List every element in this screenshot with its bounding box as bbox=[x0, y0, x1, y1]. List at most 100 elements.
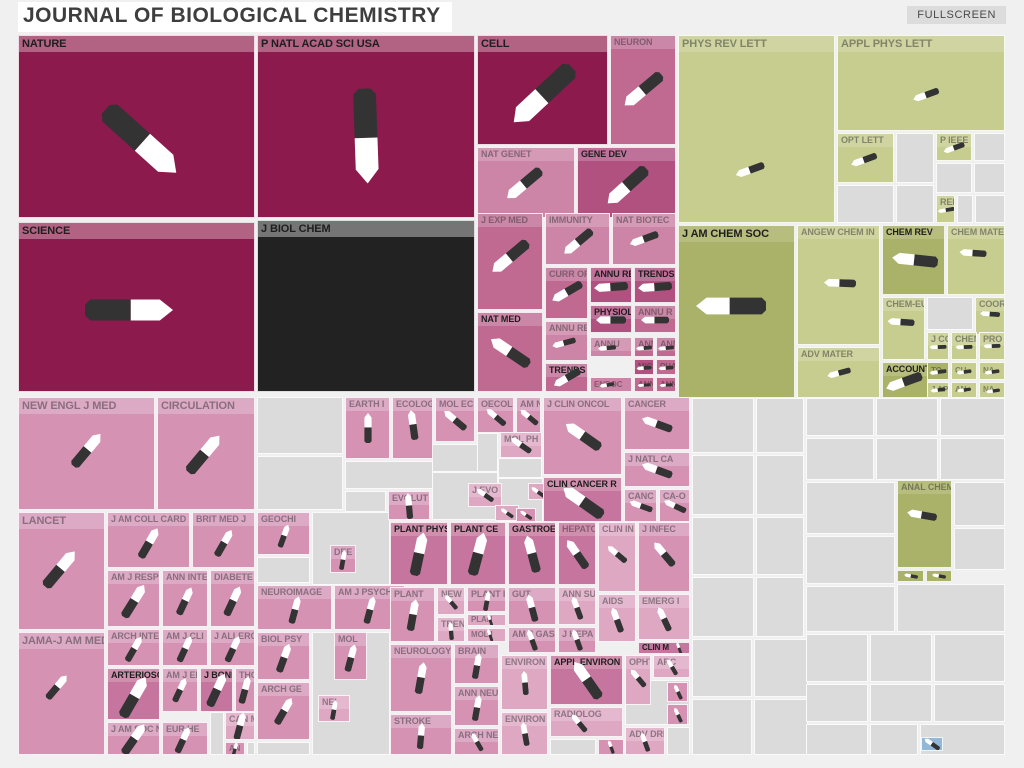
tile-an[interactable]: AN bbox=[951, 382, 977, 398]
tile-emerg-i[interactable]: EMERG I bbox=[638, 594, 690, 640]
tile-stroke[interactable]: STROKE bbox=[390, 714, 452, 755]
tile-tho[interactable]: THO bbox=[235, 668, 255, 712]
tile-gastroen[interactable]: GASTROEN bbox=[508, 522, 556, 585]
tile-unlabeled[interactable] bbox=[754, 699, 808, 755]
tile-unlabeled[interactable] bbox=[756, 577, 804, 637]
tile-unlabeled[interactable] bbox=[516, 508, 536, 522]
tile-brit-med-j[interactable]: BRIT MED J bbox=[192, 512, 255, 568]
tile-j-exp-med[interactable]: J EXP MED bbox=[477, 213, 543, 310]
tile-j-co[interactable]: J CO bbox=[927, 332, 949, 360]
tile-nat-genet[interactable]: NAT GENET bbox=[477, 147, 575, 218]
tile-unlabeled[interactable] bbox=[870, 724, 918, 755]
tile-aids[interactable]: AIDS bbox=[598, 594, 636, 642]
tile-cancer[interactable]: CANCER bbox=[624, 397, 690, 450]
tile-unlabeled[interactable] bbox=[345, 461, 433, 489]
tile-account[interactable]: ACCOUNT bbox=[882, 362, 928, 398]
tile-science[interactable]: SCIENCE bbox=[18, 222, 255, 392]
tile-geochi[interactable]: GEOCHI bbox=[257, 512, 310, 555]
tile-unlabeled[interactable] bbox=[934, 684, 1005, 722]
tile-unlabeled[interactable] bbox=[975, 195, 1005, 223]
tile-unlabeled[interactable] bbox=[498, 458, 542, 478]
tile-unlabeled[interactable] bbox=[550, 739, 596, 755]
tile-environ-s[interactable]: ENVIRON S bbox=[501, 655, 548, 710]
tile-coor[interactable]: COOR bbox=[975, 297, 1005, 335]
tile-unlabeled[interactable] bbox=[920, 724, 1005, 755]
tile-nature[interactable]: NATURE bbox=[18, 35, 255, 218]
tile-am-j-gas[interactable]: AM J GAS bbox=[508, 627, 556, 653]
tile-mol-ph[interactable]: MOL PH bbox=[500, 432, 542, 458]
tile-clin-in[interactable]: CLIN IN bbox=[598, 522, 636, 592]
tile-ecolog[interactable]: ECOLOG bbox=[392, 397, 433, 459]
tile-arteriosc[interactable]: ARTERIOSC bbox=[107, 668, 160, 720]
tile-ann[interactable]: ANN bbox=[656, 377, 676, 392]
tile-new-engl-j-med[interactable]: NEW ENGL J MED bbox=[18, 397, 155, 510]
tile-ann-su[interactable]: ANN SU bbox=[558, 587, 596, 625]
tile-diabete[interactable]: DIABETE bbox=[210, 570, 255, 627]
tile-unlabeled[interactable] bbox=[754, 639, 808, 697]
tile-unlabeled[interactable] bbox=[806, 634, 868, 682]
tile-unlabeled[interactable] bbox=[926, 570, 952, 582]
tile-chem-mate[interactable]: CHEM MATE bbox=[947, 225, 1005, 295]
tile-unlabeled[interactable] bbox=[974, 163, 1005, 193]
tile-unlabeled[interactable] bbox=[806, 536, 895, 584]
tile-arch-inte[interactable]: ARCH INTE bbox=[107, 629, 160, 666]
tile-radiolog[interactable]: RADIOLOG bbox=[550, 707, 623, 737]
tile-unlabeled[interactable] bbox=[806, 482, 895, 534]
tile-anal-chem[interactable]: ANAL CHEM bbox=[897, 480, 952, 568]
tile-unlabeled[interactable] bbox=[870, 634, 932, 682]
tile-unlabeled[interactable] bbox=[940, 398, 1005, 436]
tile-unlabeled[interactable] bbox=[692, 455, 754, 515]
tile-j-clin-oncol[interactable]: J CLIN ONCOL bbox=[543, 397, 622, 475]
tile-chem-eu[interactable]: CHEM-EU bbox=[882, 297, 925, 360]
tile-am-j-ep[interactable]: AM J EP bbox=[162, 668, 198, 712]
tile-nat-biotec[interactable]: NAT BIOTEC bbox=[612, 213, 676, 265]
tile-arc[interactable]: ARC bbox=[653, 655, 690, 678]
tile-nei[interactable]: NEI bbox=[318, 695, 350, 722]
tile-unlabeled[interactable] bbox=[936, 163, 972, 193]
tile-adv-mater[interactable]: ADV MATER bbox=[797, 347, 880, 398]
tile-unlabeled[interactable] bbox=[756, 398, 804, 453]
tile-appl-environ[interactable]: APPL ENVIRON bbox=[550, 655, 623, 705]
tile-unlabeled[interactable] bbox=[897, 570, 924, 582]
tile-endoc[interactable]: ENDOC bbox=[590, 377, 632, 392]
tile-unlabeled[interactable] bbox=[257, 397, 343, 454]
tile-trends[interactable]: TRENDS bbox=[634, 267, 676, 303]
tile-unlabeled[interactable] bbox=[247, 742, 255, 755]
tile-trend[interactable]: TREND bbox=[437, 617, 465, 642]
tile-arch-ne[interactable]: ARCH NE bbox=[454, 728, 499, 755]
tile-micr[interactable]: MICR bbox=[634, 359, 654, 375]
tile-phys-rev-lett[interactable]: PHYS REV LETT bbox=[678, 35, 835, 223]
tile-annu[interactable]: ANNU bbox=[656, 337, 676, 357]
tile-plant-i[interactable]: PLANT I bbox=[467, 587, 506, 612]
tile-cell[interactable]: CELL bbox=[477, 35, 608, 145]
tile-unlabeled[interactable] bbox=[257, 742, 310, 755]
tile-j-evo[interactable]: J EVO bbox=[468, 483, 502, 507]
tile-unlabeled[interactable] bbox=[897, 584, 1005, 632]
tile-evolut[interactable]: EVOLUT bbox=[388, 491, 430, 520]
tile-clin-m[interactable]: CLIN M bbox=[638, 642, 690, 654]
tile-circulation[interactable]: CIRCULATION bbox=[157, 397, 255, 510]
tile-mol-ec[interactable]: MOL EC bbox=[435, 397, 475, 442]
tile-unlabeled[interactable] bbox=[667, 727, 690, 755]
tile-unlabeled[interactable] bbox=[692, 577, 754, 637]
tile-p-ieee[interactable]: P IEEE bbox=[936, 133, 972, 161]
tile-j-biol-chem[interactable]: J BIOL CHEM bbox=[257, 220, 475, 392]
tile-plant-ce[interactable]: PLANT CE bbox=[450, 522, 506, 585]
fullscreen-button[interactable]: FULLSCREEN bbox=[907, 6, 1006, 24]
tile-j-am-coll-card[interactable]: J AM COLL CARD bbox=[107, 512, 190, 568]
tile-immunity[interactable]: IMMUNITY bbox=[545, 213, 610, 265]
tile-oecol[interactable]: OECOL bbox=[477, 397, 514, 433]
tile-j-allerg[interactable]: J ALLERG bbox=[210, 629, 255, 666]
tile-opt-lett[interactable]: OPT LETT bbox=[837, 133, 894, 183]
tile-environ-i[interactable]: ENVIRON I bbox=[501, 712, 548, 755]
tile-ca-o[interactable]: CA-O bbox=[659, 489, 690, 522]
tile-j-natl-ca[interactable]: J NATL CA bbox=[624, 452, 690, 487]
tile-unlabeled[interactable] bbox=[974, 133, 1005, 161]
tile-unlabeled[interactable] bbox=[598, 739, 624, 755]
tile-p-natl-acad-sci-usa[interactable]: P NATL ACAD SCI USA bbox=[257, 35, 475, 218]
tile-pro[interactable]: PRO bbox=[979, 332, 1005, 360]
tile-lancet[interactable]: LANCET bbox=[18, 512, 105, 630]
tile-chem-rev[interactable]: CHEM REV bbox=[882, 225, 945, 295]
tile-neuroimage[interactable]: NEUROIMAGE bbox=[257, 585, 332, 630]
tile-unlabeled[interactable] bbox=[896, 133, 934, 183]
